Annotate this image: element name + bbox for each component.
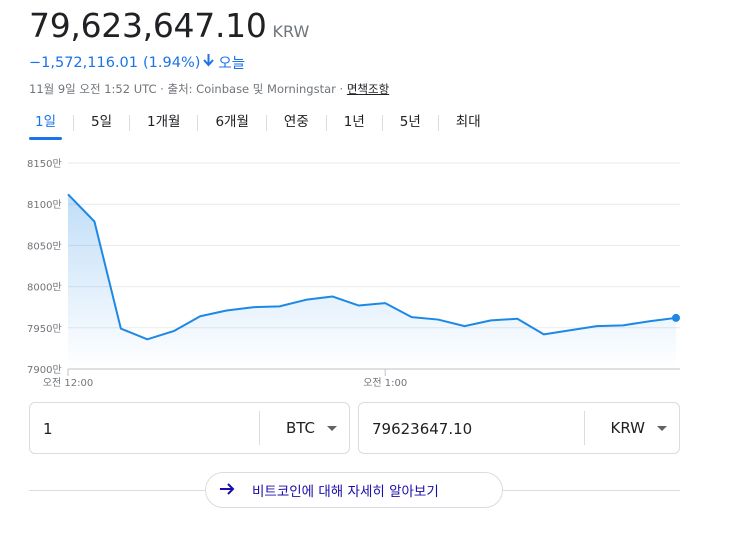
meta-separator: ·	[335, 82, 347, 96]
tab-1d[interactable]: 1일	[29, 110, 63, 140]
y-tick-label: 7900만	[27, 364, 62, 376]
to-amount-input[interactable]: 79623647.10	[372, 420, 473, 438]
x-tick-label: 오전 12:00	[43, 377, 93, 389]
tab-divider	[437, 115, 439, 131]
tab-divider	[73, 115, 75, 131]
to-currency-select[interactable]: KRW	[585, 403, 679, 453]
to-currency-label: KRW	[610, 419, 645, 437]
tab-1m[interactable]: 1개월	[147, 114, 181, 130]
price-change: −1,572,116.01 (1.94%) 오늘	[29, 52, 245, 73]
disclaimer-link[interactable]: 면책조항	[346, 82, 390, 96]
from-amount-input[interactable]: 1	[43, 420, 53, 438]
tab-divider	[325, 115, 327, 131]
converter-to: 79623647.10 KRW	[358, 402, 680, 454]
price-header: 79,623,647.10 KRW	[29, 6, 309, 46]
tab-divider	[381, 115, 383, 131]
tab-6m[interactable]: 6개월	[215, 114, 249, 130]
tab-ytd[interactable]: 연중	[283, 114, 309, 130]
tab-divider	[197, 115, 199, 131]
change-percent: (1.94%)	[143, 54, 201, 71]
converter-divider	[583, 411, 585, 445]
current-price: 79,623,647.10	[29, 6, 267, 45]
range-tabs: 1일 5일 1개월 6개월 연중 1년 5년 최대	[29, 109, 487, 140]
learn-more-button[interactable]: 비트코인에 대해 자세히 알아보기	[205, 472, 503, 508]
tab-max[interactable]: 최대	[455, 114, 481, 130]
from-currency-label: BTC	[285, 419, 315, 437]
meta-separator: ·	[156, 82, 168, 96]
last-price-dot	[672, 313, 680, 322]
timestamp: 11월 9일 오전 1:52 UTC	[29, 82, 157, 96]
tab-5y[interactable]: 5년	[399, 114, 421, 130]
y-tick-label: 7950만	[27, 323, 62, 335]
price-line	[67, 193, 677, 341]
arrow-down-icon	[203, 54, 215, 71]
tab-divider	[129, 115, 131, 131]
quote-meta: 11월 9일 오전 1:52 UTC · 출처: Coinbase 및 Morn…	[29, 81, 389, 97]
learn-more-label: 비트코인에 대해 자세히 알아보기	[252, 484, 439, 500]
tab-1y[interactable]: 1년	[343, 114, 365, 130]
chevron-down-icon	[657, 425, 667, 431]
change-amount: −1,572,116.01	[29, 54, 139, 71]
change-period: 오늘	[218, 56, 246, 72]
arrow-right-icon	[220, 480, 236, 501]
converter-divider	[258, 411, 260, 445]
price-area	[68, 194, 676, 369]
chevron-down-icon	[327, 425, 337, 431]
y-tick-label: 8050만	[27, 240, 62, 252]
x-tick-label: 오전 1:00	[363, 377, 407, 389]
tab-divider	[265, 115, 267, 131]
price-currency: KRW	[272, 22, 310, 41]
converter-from: 1 BTC	[29, 402, 350, 454]
y-tick-label: 8150만	[27, 158, 62, 170]
source: 출처: Coinbase 및 Morningstar	[167, 82, 336, 96]
y-tick-label: 8100만	[27, 199, 62, 211]
tab-5d[interactable]: 5일	[91, 114, 113, 130]
y-tick-label: 8000만	[27, 282, 62, 294]
from-currency-select[interactable]: BTC	[260, 403, 349, 453]
